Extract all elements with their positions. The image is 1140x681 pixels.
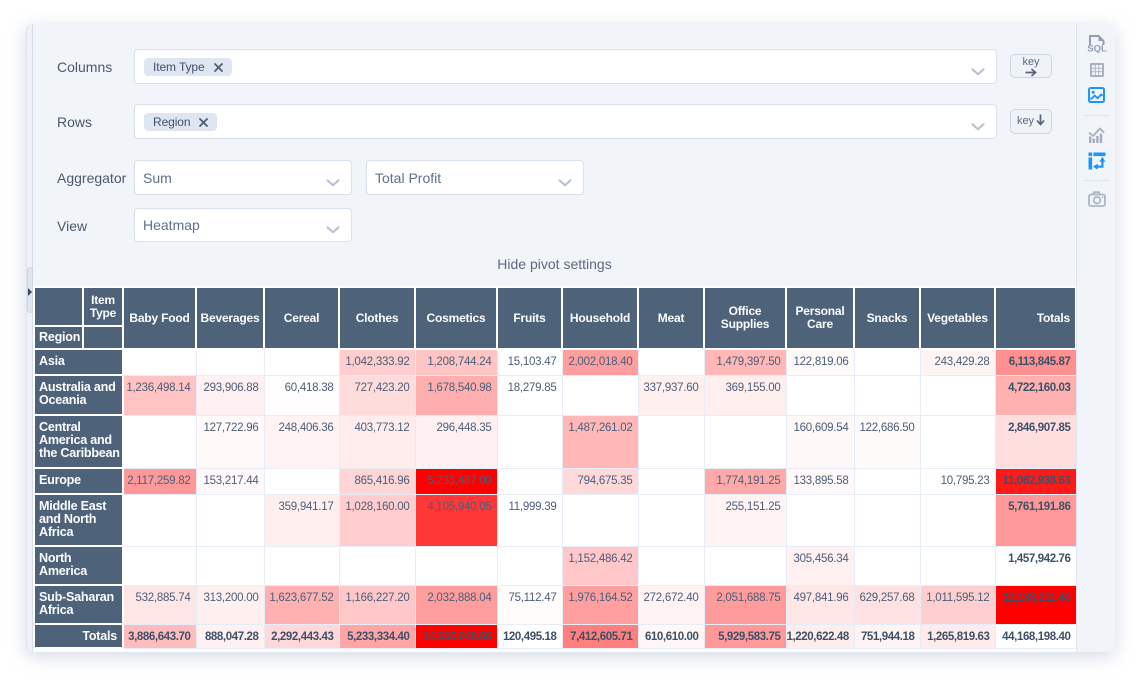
svg-text:SQL: SQL — [1087, 44, 1107, 54]
